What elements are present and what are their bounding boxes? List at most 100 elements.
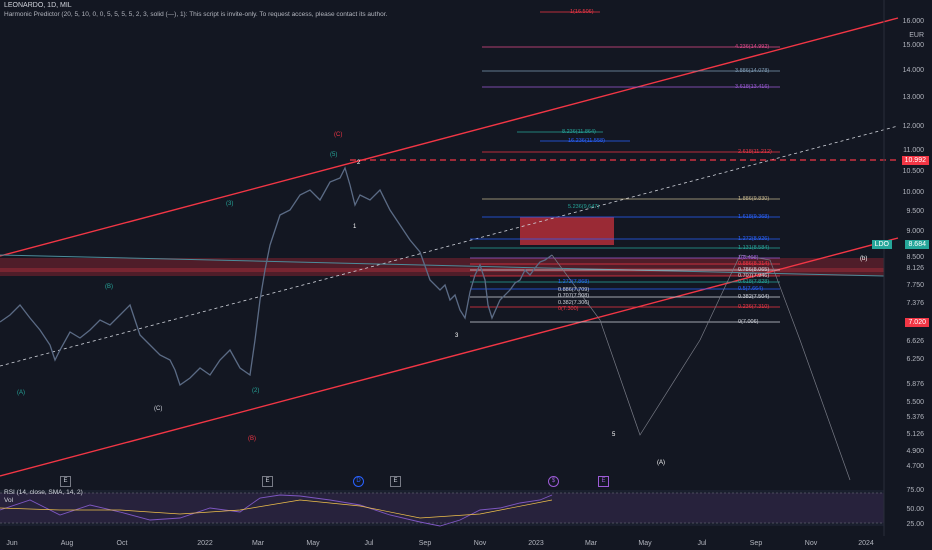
channel-lower [0, 237, 899, 477]
time-tick: Jun [6, 540, 18, 547]
fib-label: 1.131(8.584) [738, 245, 770, 251]
wave-label: 5 [612, 432, 616, 438]
rsi-band [0, 493, 884, 523]
price-tick: 11.000 [903, 147, 924, 154]
red-level-badge: 10.992 [901, 156, 929, 165]
fib-label: 2.618(11.212) [738, 149, 772, 155]
wave-label: 1 [353, 224, 357, 230]
price-tick: 9.000 [906, 228, 924, 235]
price-tick: 5.126 [906, 431, 924, 438]
rsi-label[interactable]: RSI (14, close, SMA, 14, 2) [4, 489, 83, 496]
price-tick: 4.900 [906, 448, 924, 455]
fib-label: 1.618(9.368) [738, 214, 770, 220]
price-tick: 10.000 [902, 189, 924, 196]
fib-label: 0(7.006) [738, 319, 759, 325]
supply-zone-inner [0, 268, 884, 272]
flat-trend [0, 254, 885, 277]
time-tick: Aug [60, 540, 74, 547]
fib-label: 0.5(7.664) [738, 286, 764, 292]
fib-label: 4.236(14.992) [735, 44, 770, 50]
price-line [0, 166, 553, 387]
projection-path [551, 254, 851, 481]
time-tick: Oct [116, 540, 128, 547]
fib-label: 1(16.506) [570, 9, 594, 15]
price-tick: 14.000 [902, 67, 924, 74]
symbol-title[interactable]: LEONARDO, 1D, MIL [4, 2, 72, 9]
time-tick: May [638, 540, 652, 547]
time-tick: 2024 [858, 540, 874, 547]
wave-label: (C) [334, 132, 343, 138]
time-tick: 2022 [197, 540, 213, 547]
low-level-badge: 7.020 [905, 318, 929, 327]
price-tick: 5.500 [906, 399, 924, 406]
fib-label: 0(7.300) [558, 306, 579, 312]
ldo-ticker-badge: LDO [871, 240, 892, 249]
vol-label[interactable]: Vol [4, 497, 14, 504]
rsi-level: 25.00 [906, 521, 924, 528]
time-tick: Sep [749, 540, 763, 547]
fib-label: 8.236(11.864) [562, 129, 596, 135]
price-tick: 12.000 [902, 123, 924, 130]
split-marker[interactable]: $ [548, 476, 559, 487]
price-tick: 5.876 [906, 381, 924, 388]
time-tick: Nov [804, 540, 818, 547]
wave-label: (2) [252, 388, 260, 394]
wave-label: 2 [357, 160, 361, 166]
earnings-marker[interactable]: E [60, 476, 71, 487]
fib-label: 1(8.408) [738, 255, 759, 261]
wave-label: (b) [860, 256, 868, 262]
rsi-level: 50.00 [906, 506, 924, 513]
currency-label: EUR [909, 32, 924, 39]
fib-lines [470, 11, 780, 323]
wave-label: (3) [226, 201, 234, 207]
price-tick: 10.500 [902, 168, 924, 175]
fib-label: 0.707(7.508) [558, 293, 590, 299]
wave-label: (A) [17, 390, 25, 396]
target-zone [520, 217, 614, 245]
fib-label: 1.272(7.868) [558, 279, 590, 285]
wave-label: (B) [105, 284, 113, 290]
price-tick: 5.376 [906, 414, 924, 421]
indicator-title[interactable]: Harmonic Predictor (20, 5, 10, 0, 0, 5, … [4, 11, 388, 18]
price-tick: 6.250 [906, 356, 924, 363]
ldo-price-badge: 8.684 [905, 240, 929, 249]
earnings-marker[interactable]: E [390, 476, 401, 487]
wave-label: (5) [330, 152, 338, 158]
channel-upper [0, 17, 899, 257]
fib-label: 16.236(11.558) [568, 138, 605, 144]
fib-label: 0.707(7.946) [738, 273, 770, 279]
price-tick: 9.500 [906, 208, 924, 215]
dividend-marker[interactable]: D [353, 476, 364, 487]
price-tick: 8.500 [906, 254, 924, 261]
price-tick: 8.126 [906, 265, 924, 272]
fib-label: 0.786(8.065) [738, 267, 770, 273]
time-tick: Jul [364, 540, 374, 547]
fib-label: 0.382(7.306) [558, 300, 590, 306]
fib-label: 3.618(13.416) [735, 84, 770, 90]
price-tick: 15.000 [902, 42, 924, 49]
fib-label: 0.886(8.314) [738, 261, 770, 267]
fib-label: 0.236(7.310) [738, 304, 770, 310]
price-tick: 4.700 [906, 463, 924, 470]
price-tick: 6.626 [906, 338, 924, 345]
wave-label: 3 [455, 333, 459, 339]
time-tick: Mar [584, 540, 598, 547]
earnings-marker[interactable]: E [598, 476, 609, 487]
rsi-level: 75.00 [906, 487, 924, 494]
time-tick: 2023 [528, 540, 544, 547]
fib-label: 5.236(9.647) [568, 204, 600, 210]
fib-label: 1.886(9.830) [738, 196, 770, 202]
fib-label: 3.886(14.078) [735, 68, 770, 74]
wave-label: (A) [657, 460, 665, 466]
wave-label: (B) [248, 436, 256, 442]
fib-label: 0.382(7.504) [738, 294, 770, 300]
price-tick: 16.000 [902, 18, 924, 25]
earnings-marker[interactable]: E [262, 476, 273, 487]
time-tick: Sep [418, 540, 432, 547]
time-tick: May [306, 540, 320, 547]
midline-dashed [0, 125, 899, 367]
time-tick: Jul [697, 540, 707, 547]
rsi-ma [0, 499, 553, 519]
fib-label: 0.886(7.709) [558, 287, 590, 293]
